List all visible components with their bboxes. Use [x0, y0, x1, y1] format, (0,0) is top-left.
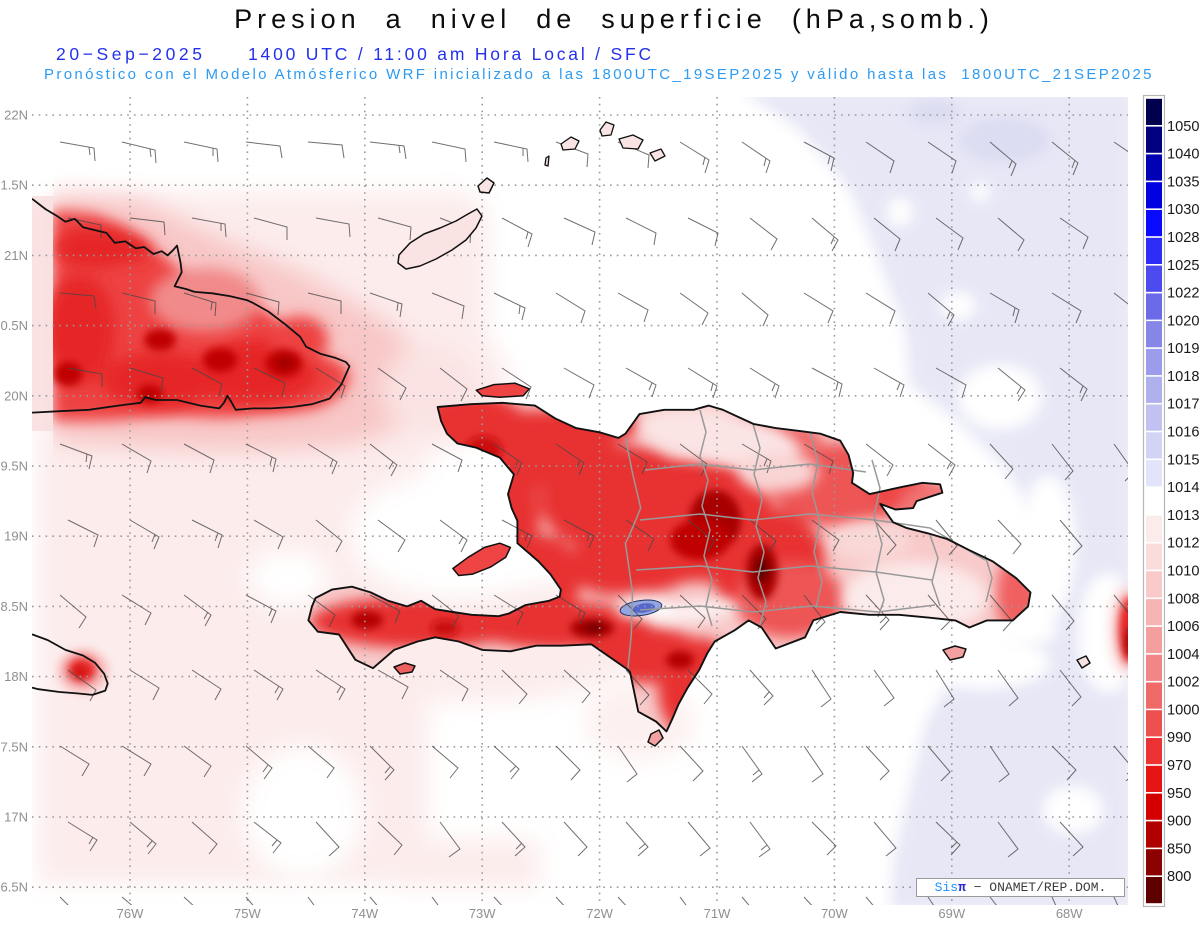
svg-text:20N: 20N — [4, 388, 28, 403]
svg-text:17N: 17N — [4, 810, 28, 825]
svg-text:970: 970 — [1167, 758, 1191, 774]
svg-text:75W: 75W — [234, 906, 261, 921]
svg-text:1004: 1004 — [1167, 647, 1199, 663]
svg-text:8.5N: 8.5N — [1, 599, 28, 614]
svg-text:7.5N: 7.5N — [1, 739, 28, 754]
svg-text:1012: 1012 — [1167, 536, 1199, 552]
svg-text:1022: 1022 — [1167, 286, 1199, 302]
svg-text:69W: 69W — [938, 906, 965, 921]
svg-text:1025: 1025 — [1167, 258, 1199, 274]
svg-text:1008: 1008 — [1167, 591, 1199, 607]
svg-text:1000: 1000 — [1167, 702, 1199, 718]
svg-text:1010: 1010 — [1167, 564, 1199, 580]
svg-text:1.5N: 1.5N — [1, 178, 28, 193]
svg-text:1019: 1019 — [1167, 341, 1199, 357]
svg-text:9.5N: 9.5N — [1, 459, 28, 474]
svg-text:1002: 1002 — [1167, 675, 1199, 691]
svg-text:68W: 68W — [1056, 906, 1083, 921]
svg-text:18N: 18N — [4, 669, 28, 684]
svg-text:1040: 1040 — [1167, 147, 1199, 163]
svg-text:6.5N: 6.5N — [1, 880, 28, 895]
svg-text:74W: 74W — [351, 906, 378, 921]
svg-text:73W: 73W — [469, 906, 496, 921]
svg-text:0.5N: 0.5N — [1, 318, 28, 333]
svg-text:1017: 1017 — [1167, 397, 1199, 413]
svg-text:72W: 72W — [586, 906, 613, 921]
svg-text:1016: 1016 — [1167, 425, 1199, 441]
svg-text:71W: 71W — [704, 906, 731, 921]
svg-text:1030: 1030 — [1167, 202, 1199, 218]
svg-text:19N: 19N — [4, 529, 28, 544]
svg-text:1035: 1035 — [1167, 174, 1199, 190]
svg-text:850: 850 — [1167, 841, 1191, 857]
svg-text:800: 800 — [1167, 869, 1191, 885]
svg-text:1018: 1018 — [1167, 369, 1199, 385]
svg-text:1013: 1013 — [1167, 508, 1199, 524]
svg-text:900: 900 — [1167, 814, 1191, 830]
svg-text:76W: 76W — [117, 906, 144, 921]
svg-text:22N: 22N — [4, 108, 28, 123]
svg-text:1028: 1028 — [1167, 230, 1199, 246]
svg-text:70W: 70W — [821, 906, 848, 921]
svg-text:1050: 1050 — [1167, 119, 1199, 135]
svg-text:1020: 1020 — [1167, 313, 1199, 329]
svg-text:21N: 21N — [4, 248, 28, 263]
svg-text:1006: 1006 — [1167, 619, 1199, 635]
svg-text:1014: 1014 — [1167, 480, 1199, 496]
svg-text:950: 950 — [1167, 786, 1191, 802]
svg-text:1015: 1015 — [1167, 452, 1199, 468]
svg-text:990: 990 — [1167, 730, 1191, 746]
